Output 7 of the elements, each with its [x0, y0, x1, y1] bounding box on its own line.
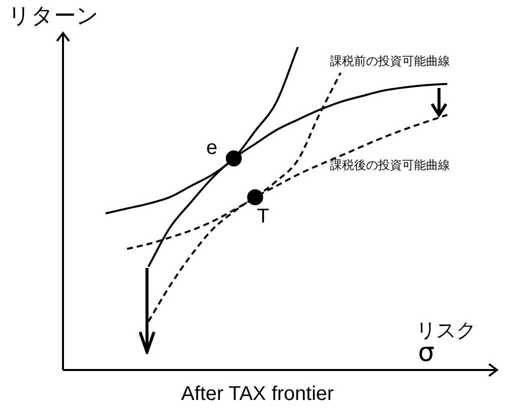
- series-label: 課税前の投資可能曲線: [330, 54, 450, 68]
- text: After TAX frontier: [180, 383, 335, 405]
- y-axis-title: リターン: [8, 4, 99, 29]
- x-axis-title: リスク: [416, 318, 476, 342]
- series-label: e: [206, 136, 218, 159]
- series-label: 課税後の投資可能曲線: [330, 158, 450, 172]
- series-label: T: [257, 206, 270, 228]
